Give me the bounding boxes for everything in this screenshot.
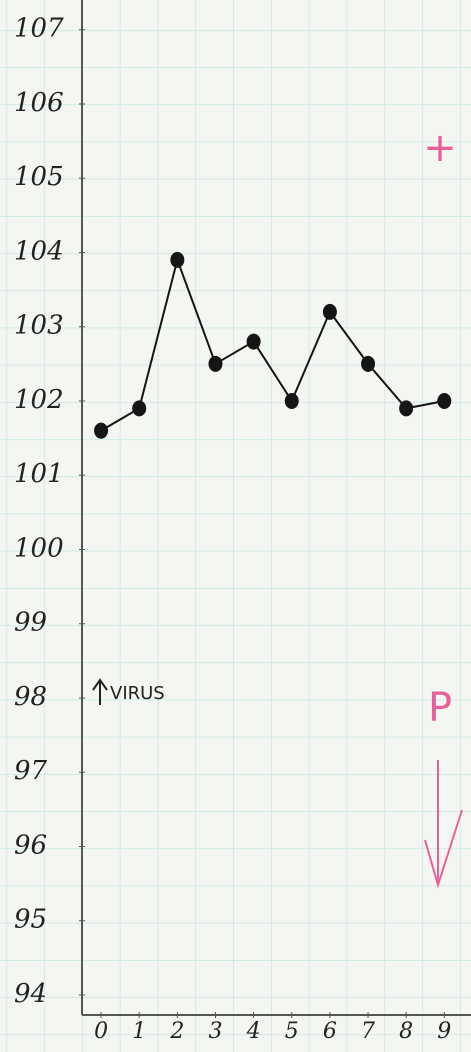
point <box>246 333 261 350</box>
y-tick-label: 96 <box>14 830 47 860</box>
point <box>284 392 299 409</box>
x-tick-label: 8 <box>399 1019 413 1044</box>
x-tick-label: 0 <box>94 1019 108 1044</box>
annotation: + <box>423 125 457 171</box>
y-tick-label: 94 <box>14 979 47 1009</box>
virus-arrow <box>92 678 108 705</box>
x-tick-label: 4 <box>246 1019 261 1044</box>
y-tick-label: 99 <box>14 608 47 638</box>
y-tick-label: 105 <box>14 162 64 192</box>
x-tick-label: 2 <box>169 1019 184 1044</box>
y-tick-label: 104 <box>14 236 64 266</box>
annotation: P <box>428 685 452 731</box>
point <box>132 400 147 417</box>
y-tick-label: 100 <box>14 533 64 563</box>
line <box>100 256 445 432</box>
x-tick-label: 3 <box>208 1019 222 1044</box>
x-tick-label: 7 <box>361 1019 375 1044</box>
point <box>322 303 337 320</box>
y-tick-label: 106 <box>14 88 64 118</box>
point <box>361 355 376 372</box>
y-tick-label: 102 <box>14 385 64 415</box>
y-tick-label: 95 <box>14 905 47 935</box>
x-tick-label: 5 <box>285 1019 299 1044</box>
y-tick-label: 103 <box>14 311 64 341</box>
x-tick-label: 6 <box>323 1019 337 1044</box>
y-tick-label: 107 <box>14 14 64 44</box>
point <box>208 355 223 372</box>
point <box>437 392 452 409</box>
y-tick-label: 97 <box>14 756 48 786</box>
annotation: VIRUS <box>110 683 165 704</box>
y-tick-label: 98 <box>14 682 47 712</box>
x-tick-label: 9 <box>437 1019 451 1044</box>
down-arrow <box>424 760 463 889</box>
y-tick-label: 101 <box>14 459 64 489</box>
x-tick-label: 1 <box>132 1019 146 1044</box>
point <box>94 422 109 439</box>
point <box>399 400 414 417</box>
point <box>170 251 185 268</box>
